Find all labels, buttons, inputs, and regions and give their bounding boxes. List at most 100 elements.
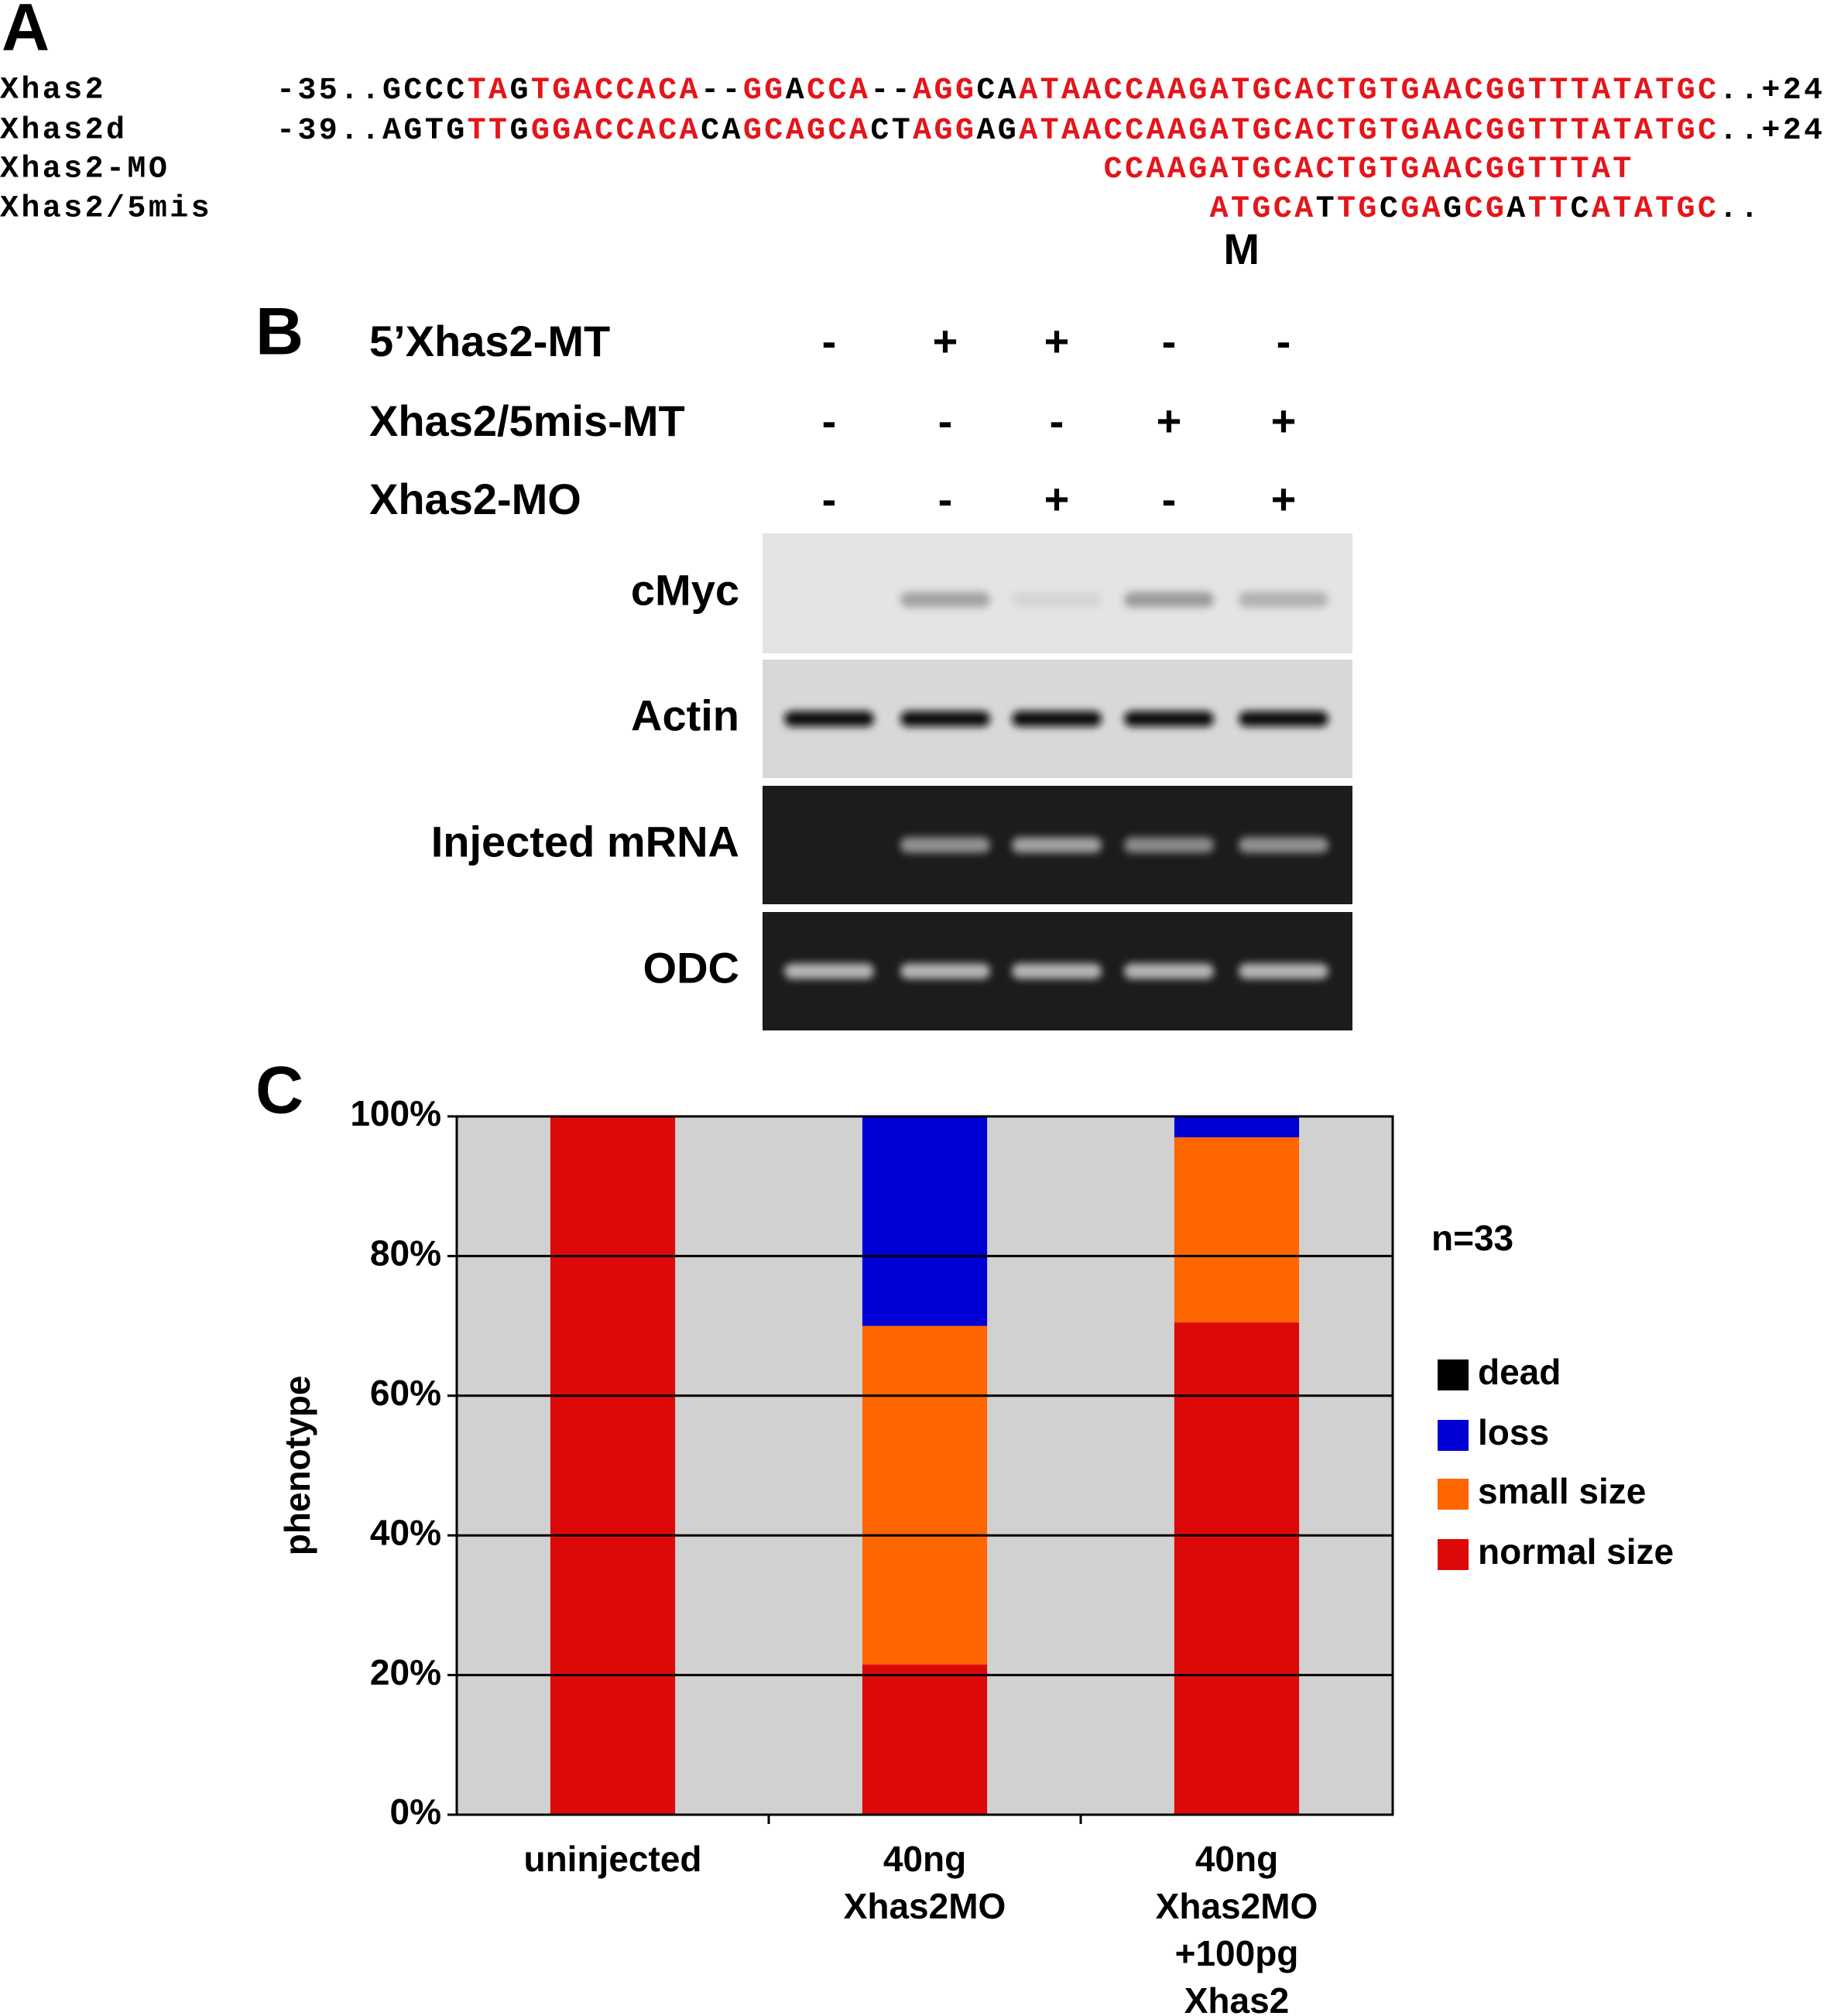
sequence-segment: GG [743, 74, 786, 108]
legend-label: dead [1478, 1352, 1561, 1392]
y-tick-label: 0% [390, 1791, 441, 1832]
panel-label: A [2, 0, 50, 65]
sequence-segment: G [509, 74, 530, 108]
sequence-segment: -39..AGTG [276, 114, 468, 149]
band [1012, 837, 1102, 853]
x-tick-label-line: 40ng [883, 1839, 966, 1879]
sequence-segment: ATGCA [1210, 192, 1316, 227]
band [1239, 711, 1328, 727]
annotation: n=33 [1431, 1218, 1513, 1258]
condition-sign: + [1271, 475, 1297, 523]
sequence: -39..AGTGTTGGGACCACACAGCAGCACTAGGAGATAAC… [276, 114, 1825, 149]
sequence-segment: AG [976, 114, 1019, 149]
condition-sign: - [1162, 475, 1177, 523]
band [900, 591, 990, 608]
marker: M [1223, 225, 1260, 273]
plot-frame [455, 1115, 1394, 1816]
band [900, 963, 990, 979]
band [1124, 591, 1214, 608]
bar-segment [550, 1116, 676, 1815]
bar-segment [1174, 1116, 1300, 1138]
sequence-name: Xhas2/5mis [0, 192, 212, 227]
panel-label: C [255, 1054, 303, 1128]
sequence-name: Xhas2d [0, 114, 127, 149]
bar-segment [862, 1325, 988, 1665]
blot-label: ODC [643, 943, 739, 992]
sequence-segment: G [1443, 192, 1464, 227]
x-tick-label-line: uninjected [523, 1839, 701, 1879]
x-tick-label: 40ng Xhas2MO [844, 1839, 1006, 1926]
condition-sign: - [938, 475, 953, 523]
band [1239, 963, 1328, 979]
y-tick-label: 20% [370, 1652, 441, 1692]
sequence-segment: CA [976, 74, 1019, 108]
condition-sign: - [822, 475, 837, 523]
sequence-segment: A [1507, 192, 1527, 227]
condition-sign: - [822, 317, 837, 365]
sequence-segment: G [509, 114, 530, 149]
sequence-name: Xhas2-MO [0, 153, 170, 187]
condition-sign: + [1044, 475, 1070, 523]
band [1012, 591, 1102, 608]
sequence-segment: A [786, 74, 807, 108]
x-tick-label-line: +100pg [1175, 1933, 1299, 1973]
band [1239, 591, 1328, 608]
condition-name: Xhas2/5mis-MT [369, 396, 685, 445]
sequence-segment: C [1571, 192, 1592, 227]
sequence-segment: ..+24 [1719, 114, 1825, 149]
legend-swatch [1438, 1539, 1469, 1570]
legend-label: normal size [1478, 1531, 1674, 1572]
blot-label: cMyc [631, 565, 739, 614]
condition-sign: + [933, 317, 958, 365]
sequence-segment: TT [1528, 192, 1571, 227]
bar-segment [1174, 1137, 1300, 1323]
legend-swatch [1438, 1479, 1469, 1510]
sequence-segment: GCAGCA [743, 114, 870, 149]
bar-segment [862, 1116, 988, 1326]
x-tick-label-line: Xhas2 [1184, 1980, 1290, 2016]
blot-label: Actin [631, 691, 739, 739]
blot-label: Injected mRNA [431, 817, 739, 866]
x-tick-label: 40ng Xhas2MO +100pg Xhas2 [1156, 1839, 1318, 2016]
sequence-segment: -35..GCCC [276, 74, 468, 108]
legend-swatch [1438, 1420, 1469, 1451]
band [900, 837, 990, 853]
sequence-segment: CA [701, 114, 743, 149]
condition-sign: - [938, 396, 953, 445]
panel-label: B [255, 295, 303, 369]
sequence-segment: ATAACCAAGATGCACTGTGAACGGTTTATATGC [1019, 74, 1719, 108]
condition-sign: - [1277, 317, 1291, 365]
sequence-segment: ATATGC [1592, 192, 1719, 227]
sequence-segment: TA [468, 74, 510, 108]
sequence-name: Xhas2 [0, 74, 106, 108]
x-tick-label-line: Xhas2MO [844, 1886, 1006, 1926]
sequence-segment: AGG [913, 74, 976, 108]
condition-sign: - [1050, 396, 1064, 445]
condition-name: Xhas2-MO [369, 475, 581, 523]
x-tick-label-line: Xhas2MO [1156, 1886, 1318, 1926]
sequence-segment: TT [468, 114, 510, 149]
sequence-segment: TG [1337, 192, 1380, 227]
y-tick-label: 80% [370, 1233, 441, 1274]
legend-label: loss [1478, 1412, 1549, 1452]
bar-segment [862, 1665, 988, 1815]
condition-sign: - [822, 396, 837, 445]
x-tick-label-line: 40ng [1195, 1839, 1278, 1879]
band [1012, 963, 1102, 979]
condition-sign: + [1271, 396, 1297, 445]
y-axis-label: phenotype [277, 1376, 317, 1556]
sequence-segment: ATAACCAAGATGCACTGTGAACGGTTTATATGC [1019, 114, 1719, 149]
sequence-segment: TGACCACA [531, 74, 701, 108]
sequence: -35..GCCCTAGTGACCACA--GGACCA--AGGCAATAAC… [276, 74, 1825, 108]
sequence-segment: CT [870, 114, 913, 149]
sequence-segment: AGG [913, 114, 976, 149]
sequence-segment: ..+24 [1719, 74, 1825, 108]
sequence-segment: GGACCACA [531, 114, 701, 149]
y-tick-label: 100% [350, 1093, 441, 1133]
condition-sign: - [1162, 317, 1177, 365]
sequence: CCAAGATGCACTGTGAACGGTTTAT [1104, 153, 1634, 187]
condition-sign: + [1044, 317, 1070, 365]
band [900, 711, 990, 727]
condition-name: 5’Xhas2-MT [369, 317, 610, 365]
